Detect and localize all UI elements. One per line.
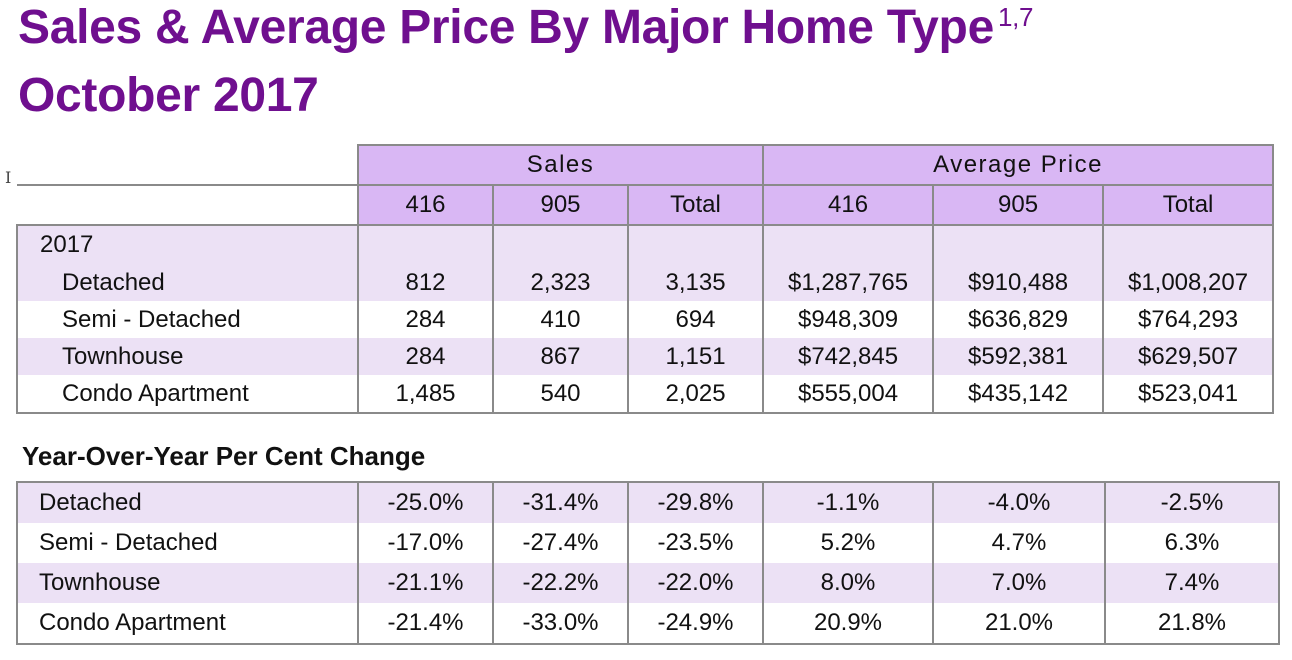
group-header-sales: Sales xyxy=(356,144,765,186)
table-cell: $629,507 xyxy=(1102,338,1275,375)
table-cell: -21.1% xyxy=(357,563,494,603)
page-subtitle: October 2017 xyxy=(18,69,319,122)
table-cell: -4.0% xyxy=(932,481,1106,523)
row-label: Semi - Detached xyxy=(16,523,359,563)
table-cell: -2.5% xyxy=(1104,481,1280,523)
table-cell: $636,829 xyxy=(932,301,1105,338)
row-label: Townhouse xyxy=(16,563,359,603)
table-cell: $555,004 xyxy=(762,375,935,414)
column-header: 416 xyxy=(762,184,935,226)
row-label: Condo Apartment xyxy=(16,603,359,645)
table-cell: -29.8% xyxy=(627,481,764,523)
table-cell: 1,485 xyxy=(357,375,494,414)
column-header: Total xyxy=(626,184,765,226)
table-cell: 694 xyxy=(626,301,765,338)
table-cell: 410 xyxy=(492,301,629,338)
table-cell: -23.5% xyxy=(627,523,764,563)
table-cell: $1,008,207 xyxy=(1102,264,1275,301)
table-cell: -31.4% xyxy=(492,481,629,523)
table-cell: -25.0% xyxy=(357,481,494,523)
group-header-average-price: Average Price xyxy=(762,144,1275,186)
table-cell: $742,845 xyxy=(762,338,935,375)
table-cell: -22.0% xyxy=(627,563,764,603)
table-cell: 5.2% xyxy=(762,523,934,563)
table-cell: 4.7% xyxy=(932,523,1106,563)
table-cell: 284 xyxy=(357,338,494,375)
row-label: Detached xyxy=(16,264,359,301)
table-cell: $435,142 xyxy=(932,375,1105,414)
table-cell: 21.0% xyxy=(932,603,1106,645)
table-row: Detached -25.0% -31.4% -29.8% -1.1% -4.0… xyxy=(16,481,1280,523)
table-cell: 21.8% xyxy=(1104,603,1280,645)
table-row: Townhouse 284 867 1,151 $742,845 $592,38… xyxy=(16,338,1275,375)
table-cell: 2,025 xyxy=(626,375,765,414)
title-footnote: 1,7 xyxy=(997,2,1034,32)
yoy-heading: Year-Over-Year Per Cent Change xyxy=(22,441,426,471)
row-label: Condo Apartment xyxy=(16,375,359,414)
row-label: Townhouse xyxy=(16,338,359,375)
table-cell: 540 xyxy=(492,375,629,414)
header-blank xyxy=(17,145,358,186)
table-cell: $523,041 xyxy=(1102,375,1275,414)
table-cell: $948,309 xyxy=(762,301,935,338)
sales-price-table: Sales Average Price 416 905 Total 416 90… xyxy=(16,144,1275,414)
table-cell: $592,381 xyxy=(932,338,1105,375)
year-label: 2017 xyxy=(16,225,359,264)
text-cursor-icon: I xyxy=(5,168,12,187)
table-row: Condo Apartment -21.4% -33.0% -24.9% 20.… xyxy=(16,603,1280,645)
column-header: 905 xyxy=(492,184,629,226)
table-cell: $910,488 xyxy=(932,264,1105,301)
row-label: Detached xyxy=(16,481,359,523)
table-cell: 1,151 xyxy=(626,338,765,375)
table-cell: 8.0% xyxy=(762,563,934,603)
column-header: 905 xyxy=(932,184,1105,226)
table-row: Semi - Detached 284 410 694 $948,309 $63… xyxy=(16,301,1275,338)
table-row: Semi - Detached -17.0% -27.4% -23.5% 5.2… xyxy=(16,523,1280,563)
table-cell: -17.0% xyxy=(357,523,494,563)
table-cell: -33.0% xyxy=(492,603,629,645)
table-cell: 7.0% xyxy=(932,563,1106,603)
table-cell: 20.9% xyxy=(762,603,934,645)
table-row: Detached 812 2,323 3,135 $1,287,765 $910… xyxy=(16,264,1275,301)
table-cell: 3,135 xyxy=(626,264,765,301)
table-row: Condo Apartment 1,485 540 2,025 $555,004… xyxy=(16,375,1275,414)
table-cell: -27.4% xyxy=(492,523,629,563)
table-cell: -22.2% xyxy=(492,563,629,603)
column-header: Total xyxy=(1102,184,1275,226)
header-blank xyxy=(17,185,358,226)
table-cell: -21.4% xyxy=(357,603,494,645)
column-header: 416 xyxy=(357,184,494,226)
table-cell: 2,323 xyxy=(492,264,629,301)
table-cell: $1,287,765 xyxy=(762,264,935,301)
yoy-change-table: Detached -25.0% -31.4% -29.8% -1.1% -4.0… xyxy=(16,481,1280,645)
table-cell: 284 xyxy=(357,301,494,338)
table-cell: 867 xyxy=(492,338,629,375)
table-cell: $764,293 xyxy=(1102,301,1275,338)
table-cell: 6.3% xyxy=(1104,523,1280,563)
table-row: Townhouse -21.1% -22.2% -22.0% 8.0% 7.0%… xyxy=(16,563,1280,603)
row-label: Semi - Detached xyxy=(16,301,359,338)
page-title: Sales & Average Price By Major Home Type… xyxy=(18,1,1034,54)
table-cell: -1.1% xyxy=(762,481,934,523)
table-cell: 812 xyxy=(357,264,494,301)
table-cell: 7.4% xyxy=(1104,563,1280,603)
title-text: Sales & Average Price By Major Home Type xyxy=(18,1,994,54)
table-cell: -24.9% xyxy=(627,603,764,645)
